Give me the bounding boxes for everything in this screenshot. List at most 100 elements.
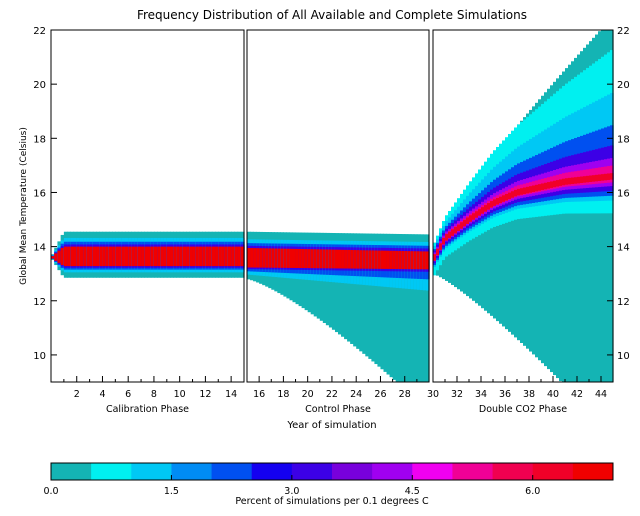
colorbar-frame [50, 462, 614, 481]
density-cell [410, 251, 415, 270]
density-cell [189, 246, 194, 267]
density-cell [553, 81, 557, 376]
density-cell [211, 246, 216, 267]
colorbar-swatch [452, 463, 494, 480]
density-cell [121, 246, 126, 267]
x-tick-label: 10 [174, 389, 186, 400]
density-cell [487, 203, 491, 210]
colorbar-swatch [412, 463, 453, 480]
density-cell [607, 173, 611, 180]
density-cell [377, 250, 382, 269]
density-cell [496, 198, 500, 205]
density-cell [218, 246, 223, 267]
density-cell [559, 179, 563, 186]
density-cell [410, 234, 415, 382]
density-cell [338, 233, 342, 335]
density-cell [347, 249, 351, 269]
density-cell [192, 246, 197, 267]
x-tick-label: 2 [74, 389, 80, 400]
colorbar-swatch [211, 463, 253, 480]
density-cell [472, 181, 476, 301]
density-cell [401, 234, 406, 382]
y-tick-label: 14 [33, 243, 46, 254]
density-cell [419, 234, 424, 382]
density-cell [475, 211, 479, 218]
colorbar-swatch [492, 463, 534, 480]
density-cell [481, 207, 485, 214]
density-cell [407, 234, 412, 382]
density-cell [553, 180, 557, 188]
density-cell [325, 249, 330, 269]
density-cell [86, 246, 91, 267]
x-tick-label: 44 [595, 389, 607, 400]
density-cell [436, 248, 440, 256]
density-cell [115, 246, 120, 267]
density-cell [274, 248, 278, 268]
panel-2: 30 32 34 36 38 40 42 44 Double CO2 Phase 10 12 14 16… [427, 26, 630, 415]
density-cell [292, 248, 297, 268]
x-tick-label: 20 [302, 389, 314, 400]
density-cell [92, 246, 97, 267]
density-cell [445, 234, 449, 241]
x-tick-label: 26 [374, 389, 386, 400]
density-cell [505, 139, 509, 330]
x-tick-label: 12 [199, 389, 211, 400]
density-cell [153, 246, 158, 267]
density-cell [195, 246, 200, 267]
density-cell [386, 233, 391, 375]
density-cell [368, 233, 372, 359]
density-cell [240, 246, 245, 267]
chart-title: Frequency Distribution of All Available … [137, 8, 527, 22]
density-cell [362, 250, 366, 269]
density-cell [493, 199, 497, 206]
density-cell [517, 188, 521, 196]
density-cell [541, 183, 545, 190]
density-cell [604, 173, 608, 181]
density-cell [271, 248, 275, 268]
density-cell [502, 195, 506, 202]
density-cell [304, 249, 309, 269]
colorbar-tick-label: 0.0 [43, 486, 58, 497]
density-cell [475, 177, 479, 304]
density-cell [307, 249, 312, 269]
density-cell [224, 246, 229, 267]
y-tick-label-right: 18 [617, 134, 630, 145]
density-cell [102, 246, 107, 267]
density-cell [262, 248, 266, 268]
density-cell [67, 246, 71, 267]
density-cell [365, 250, 369, 269]
density-cell [63, 246, 68, 267]
density-cell [526, 113, 530, 349]
density-cell [350, 249, 354, 269]
y-tick-label: 12 [33, 297, 46, 308]
density-cell [511, 191, 515, 198]
density-cell [356, 233, 360, 349]
density-cell [331, 249, 336, 269]
density-cell [478, 209, 482, 216]
density-cell [265, 248, 269, 268]
density-cell [610, 173, 614, 180]
density-cell [529, 186, 533, 193]
density-cell [407, 251, 412, 270]
density-cell [295, 248, 300, 268]
y-tick-label: 22 [33, 26, 46, 37]
density-cell [383, 250, 388, 269]
colorbar-swatch [332, 463, 373, 480]
density-cell [586, 175, 590, 183]
density-cell [105, 246, 110, 267]
density-cell [583, 176, 587, 183]
density-cell [60, 247, 65, 266]
density-cell [237, 246, 242, 267]
density-cell [316, 249, 321, 269]
density-cell [198, 246, 203, 267]
y-tick-label-right: 20 [617, 80, 630, 91]
density-cell [112, 246, 116, 267]
density-cell [595, 174, 599, 182]
x-tick-label: 6 [125, 389, 131, 400]
density-cell [221, 246, 226, 267]
panel-label: Calibration Phase [106, 404, 189, 415]
density-cell [108, 246, 113, 267]
density-cell [259, 248, 263, 268]
colorbar-swatch [51, 463, 92, 480]
